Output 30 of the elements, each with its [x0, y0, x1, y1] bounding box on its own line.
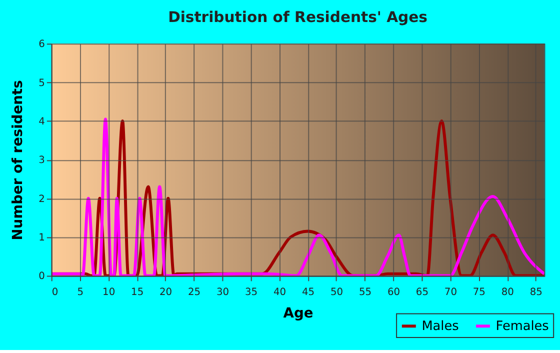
x-tick-label: 80 [501, 287, 514, 298]
x-tick-label: 55 [358, 287, 372, 298]
x-tick-label: 5 [77, 287, 84, 298]
x-tick-label: 60 [387, 287, 400, 298]
x-tick-label: 50 [330, 287, 344, 298]
y-tick-label: 4 [38, 116, 45, 128]
y-tick-label: 6 [38, 39, 45, 50]
y-axis-title: Number of residents [10, 80, 26, 240]
x-tick-label: 10 [102, 287, 116, 298]
x-tick-label: 85 [530, 287, 542, 298]
y-tick-label: 3 [38, 155, 45, 166]
x-tick-label: 15 [131, 287, 144, 298]
x-tick-label: 25 [188, 287, 201, 298]
x-tick-label: 35 [244, 287, 258, 298]
x-tick-label: 70 [444, 287, 457, 298]
y-tick-label: 2 [38, 194, 45, 205]
x-tick-label: 20 [160, 287, 172, 298]
x-tick-label: 75 [472, 287, 486, 298]
x-tick-label: 0 [52, 287, 58, 298]
legend-label: Females [496, 319, 550, 334]
x-tick-label: 40 [273, 287, 286, 298]
x-tick-label: 45 [302, 287, 315, 298]
y-tick-label: 5 [38, 78, 45, 89]
y-tick-label: 0 [38, 271, 45, 282]
x-tick-label: 30 [216, 287, 230, 298]
x-tick-label: 65 [416, 287, 428, 298]
y-tick-label: 1 [38, 232, 45, 244]
chart-title: Distribution of Residents' Ages [168, 8, 428, 26]
legend-label: Males [422, 319, 460, 334]
x-axis-title: Age [283, 306, 314, 322]
